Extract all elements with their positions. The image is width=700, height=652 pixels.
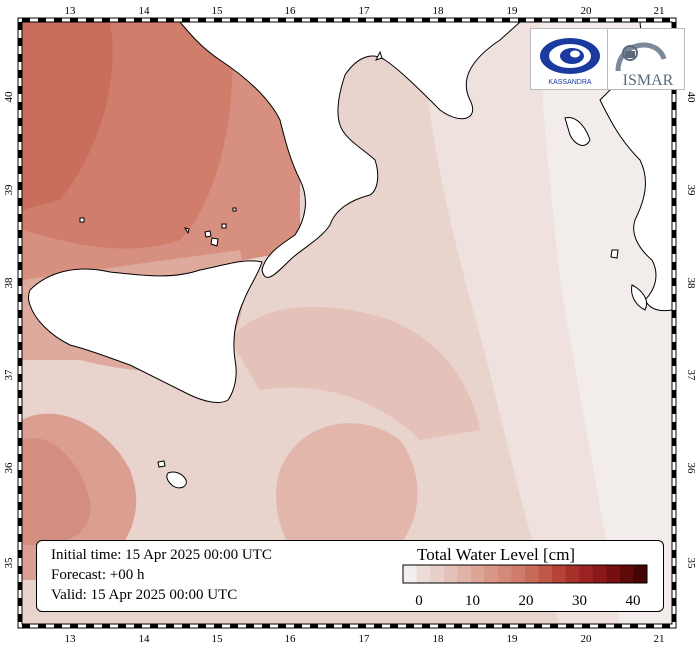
lon-tick-label-bottom: 19 — [507, 633, 519, 645]
color-legend: 0 10 20 30 40 — [402, 564, 648, 609]
lon-tick-label-top: 18 — [433, 5, 445, 17]
lat-tick-label-left: 35 — [3, 557, 15, 569]
lon-tick-label-top: 19 — [507, 5, 519, 17]
legend-swatch — [430, 565, 445, 583]
valid-time-label: Valid: 15 Apr 2025 00:00 UTC — [51, 587, 238, 603]
svg-text:KASSANDRA: KASSANDRA — [548, 79, 592, 86]
lon-tick-label-bottom: 17 — [359, 633, 371, 645]
lat-tick-label-left: 36 — [3, 462, 15, 474]
legend-tick-label: 30 — [572, 593, 587, 609]
map-frame — [17, 17, 677, 629]
lon-tick-label-top: 21 — [654, 5, 665, 17]
lat-tick-label-right: 40 — [685, 92, 697, 104]
lon-tick-label-bottom: 20 — [581, 633, 593, 645]
legend-tick-label: 10 — [465, 593, 480, 609]
lon-tick-label-bottom: 14 — [139, 633, 151, 645]
legend-tick-label: 40 — [626, 593, 641, 609]
italy-mainland — [179, 22, 521, 278]
legend-swatch — [403, 565, 418, 583]
legend-title: Total Water Level [cm] — [417, 545, 576, 564]
legend-swatch — [457, 565, 472, 583]
lon-tick-label-bottom: 16 — [285, 633, 297, 645]
lon-tick-label-top: 20 — [581, 5, 593, 17]
legend-swatch — [525, 565, 540, 583]
legend-swatch — [511, 565, 526, 583]
legend-swatch — [633, 565, 648, 583]
lon-tick-label-top: 14 — [139, 5, 151, 17]
legend-swatch — [538, 565, 553, 583]
initial-time-label: Initial time: 15 Apr 2025 00:00 UTC — [51, 547, 272, 563]
legend-swatch — [416, 565, 431, 583]
legend-swatch — [606, 565, 621, 583]
legend-swatch — [592, 565, 607, 583]
lon-tick-label-top: 15 — [212, 5, 224, 17]
lat-tick-label-left: 37 — [3, 369, 15, 381]
lon-tick-label-bottom: 15 — [212, 633, 224, 645]
lon-tick-label-bottom: 21 — [654, 633, 665, 645]
longitude-labels-top: 13 14 15 16 17 18 19 20 21 — [65, 5, 665, 17]
legend-swatch — [443, 565, 458, 583]
lat-tick-label-right: 37 — [685, 370, 697, 382]
info-legend-panel: Initial time: 15 Apr 2025 00:00 UTC Fore… — [36, 540, 664, 612]
legend-swatch — [552, 565, 567, 583]
legend-tick-label: 20 — [519, 593, 534, 609]
lat-tick-label-right: 35 — [685, 558, 697, 570]
legend-tick-label: 0 — [415, 593, 423, 609]
legend-swatch — [470, 565, 485, 583]
lon-tick-label-bottom: 13 — [65, 633, 77, 645]
lon-tick-label-top: 16 — [285, 5, 297, 17]
legend-swatch — [565, 565, 580, 583]
svg-text:ISMAR: ISMAR — [623, 72, 674, 89]
lat-tick-label-left: 40 — [3, 91, 15, 103]
longitude-labels-bottom: 13 14 15 16 17 18 19 20 21 — [65, 633, 665, 645]
lat-tick-label-right: 36 — [685, 463, 697, 475]
land-masses — [28, 22, 672, 489]
legend-swatch — [497, 565, 512, 583]
lat-tick-label-right: 39 — [685, 185, 697, 197]
legend-swatch — [484, 565, 499, 583]
ismar-logo: ISMAR — [607, 28, 685, 90]
latitude-labels-right: 35 36 37 38 39 40 — [685, 92, 697, 570]
lat-tick-label-left: 38 — [3, 277, 15, 289]
forecast-label: Forecast: +00 h — [51, 567, 145, 583]
lon-tick-label-top: 13 — [65, 5, 77, 17]
sicily — [28, 260, 263, 403]
lon-tick-label-top: 17 — [359, 5, 371, 17]
latitude-labels-left: 35 36 37 38 39 40 — [3, 91, 15, 569]
legend-swatch — [579, 565, 594, 583]
legend-swatch — [619, 565, 634, 583]
malta — [166, 471, 187, 489]
kassandra-logo: KASSANDRA — [530, 28, 608, 90]
lat-tick-label-right: 38 — [685, 278, 697, 290]
lon-tick-label-bottom: 18 — [433, 633, 445, 645]
lat-tick-label-left: 39 — [3, 184, 15, 196]
